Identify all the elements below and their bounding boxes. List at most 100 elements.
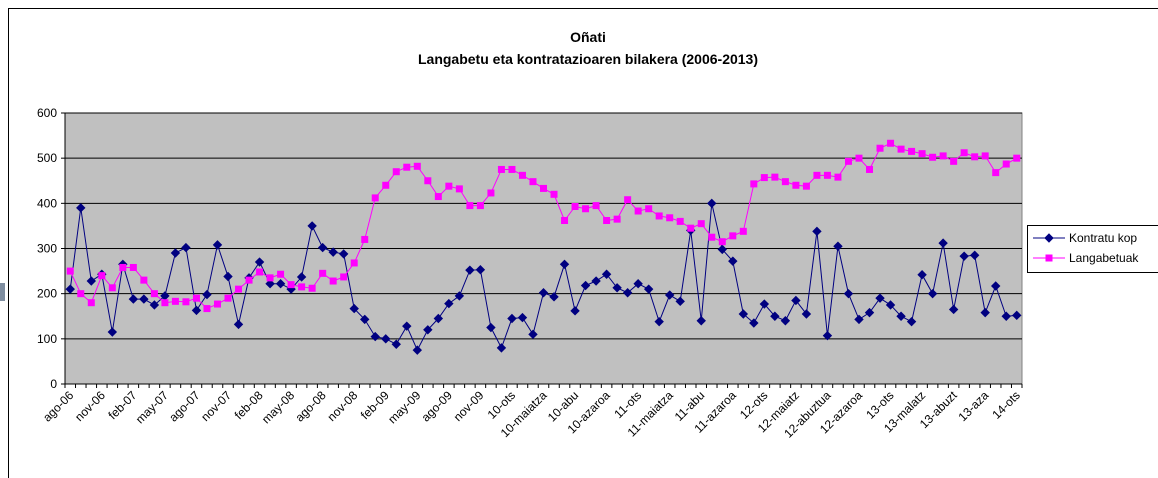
data-point: [256, 268, 264, 276]
data-point: [486, 322, 496, 333]
data-point: [466, 202, 474, 210]
data-point: [212, 240, 223, 250]
data-point: [233, 319, 244, 330]
data-point: [601, 269, 612, 279]
data-point: [950, 157, 958, 165]
data-point: [412, 345, 423, 355]
data-point: [329, 277, 337, 285]
data-point: [391, 339, 401, 349]
data-point: [538, 288, 549, 298]
data-point: [119, 263, 127, 271]
data-point: [866, 165, 874, 173]
data-point: [791, 295, 801, 306]
data-point: [938, 238, 948, 248]
data-point: [496, 343, 507, 353]
data-point: [338, 249, 349, 259]
data-point: [171, 297, 179, 305]
data-point: [948, 304, 959, 315]
data-point: [487, 189, 495, 197]
data-point: [812, 226, 822, 237]
data-point: [350, 259, 358, 267]
data-point: [381, 334, 391, 344]
data-point: [444, 298, 454, 309]
data-point: [643, 284, 654, 294]
data-point: [823, 171, 831, 179]
data-point: [749, 318, 759, 328]
data-point: [455, 185, 463, 193]
data-point: [582, 205, 590, 213]
data-point: [371, 194, 379, 202]
y-tick-label: 100: [37, 332, 57, 346]
legend-box: [1027, 225, 1158, 273]
data-point: [340, 273, 348, 281]
data-point: [887, 139, 895, 147]
data-point: [864, 307, 875, 318]
data-point: [906, 316, 917, 327]
data-point: [98, 272, 106, 280]
data-point: [76, 203, 86, 213]
data-point: [717, 244, 727, 255]
data-point: [476, 202, 484, 210]
data-point: [917, 269, 927, 280]
chart-subtitle: Langabetu eta kontratazioaren bilakera (…: [418, 51, 758, 67]
data-point: [296, 272, 307, 282]
y-tick-label: 300: [37, 242, 57, 256]
legend-label: Kontratu kop: [1069, 231, 1137, 245]
data-point: [382, 181, 390, 189]
data-point: [235, 285, 243, 293]
data-point: [833, 241, 843, 251]
data-point: [508, 165, 516, 173]
data-point: [307, 221, 317, 231]
y-tick-label: 600: [37, 106, 57, 120]
side-tab: [0, 283, 5, 301]
data-point: [328, 247, 338, 257]
data-point: [781, 178, 789, 186]
data-point: [971, 153, 979, 161]
data-point: [592, 202, 600, 210]
data-point: [908, 147, 916, 155]
data-point: [813, 171, 821, 179]
data-point: [128, 294, 139, 304]
data-point: [759, 299, 770, 309]
data-point: [223, 271, 233, 282]
data-point: [834, 173, 842, 181]
data-point: [517, 312, 528, 323]
data-point: [664, 290, 675, 300]
data-point: [728, 256, 738, 266]
data-point: [129, 263, 137, 271]
data-point: [675, 296, 685, 307]
data-point: [423, 325, 433, 335]
data-point: [634, 207, 642, 215]
data-point: [991, 281, 1001, 291]
data-point: [897, 145, 905, 153]
data-point: [402, 321, 412, 331]
data-point: [266, 274, 274, 282]
data-point: [981, 152, 989, 160]
data-point: [707, 198, 717, 209]
data-point: [939, 152, 947, 160]
data-point: [854, 314, 864, 325]
data-point: [561, 216, 569, 224]
data-point: [687, 224, 695, 232]
y-tick-label: 400: [37, 196, 57, 210]
data-point: [254, 257, 265, 267]
legend-label: Langabetuak: [1069, 251, 1139, 265]
data-point: [929, 153, 937, 161]
data-point: [844, 157, 852, 165]
data-point: [518, 171, 526, 179]
data-point: [654, 316, 664, 327]
y-tick-label: 0: [50, 377, 57, 391]
data-point: [633, 279, 643, 289]
data-point: [855, 154, 863, 162]
data-point: [86, 276, 96, 286]
data-point: [507, 313, 517, 324]
data-point: [780, 316, 791, 326]
data-point: [696, 316, 706, 326]
data-point: [770, 311, 780, 321]
data-point: [497, 165, 505, 173]
data-point: [896, 311, 906, 321]
data-point: [445, 182, 453, 190]
legend-marker: [1044, 233, 1054, 243]
